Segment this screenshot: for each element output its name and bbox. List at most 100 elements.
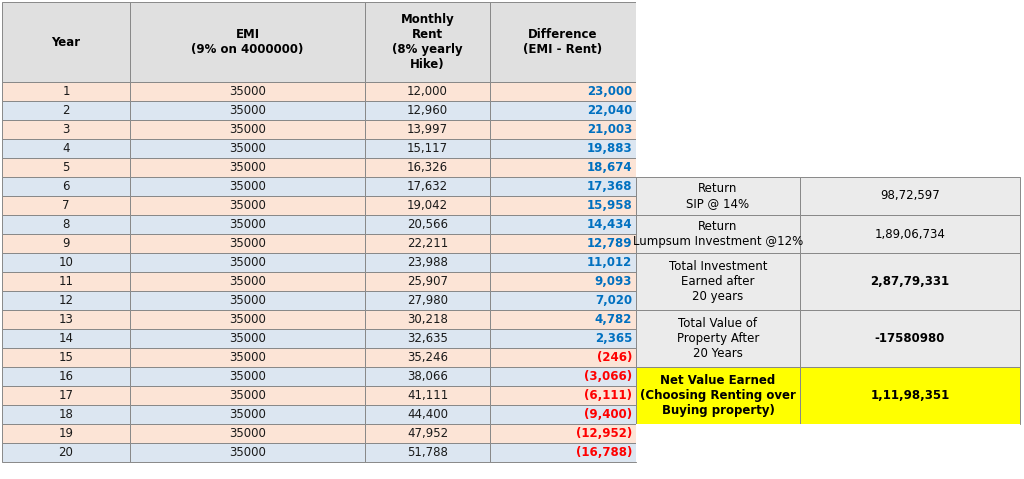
Bar — [2, 215, 130, 234]
Text: 35000: 35000 — [229, 161, 266, 174]
Bar — [636, 158, 800, 177]
Text: Return
SIP @ 14%: Return SIP @ 14% — [686, 182, 750, 210]
Bar — [490, 443, 636, 462]
Text: 30,218: 30,218 — [408, 313, 447, 326]
Bar — [2, 2, 130, 82]
Text: 19,883: 19,883 — [587, 142, 632, 155]
Text: Total Value of
Property After
20 Years: Total Value of Property After 20 Years — [677, 317, 759, 360]
Text: -17580980: -17580980 — [874, 332, 945, 345]
Text: 14,434: 14,434 — [587, 218, 632, 231]
Bar — [636, 424, 800, 443]
Bar — [2, 367, 130, 386]
Bar — [2, 82, 130, 101]
Text: 35000: 35000 — [229, 218, 266, 231]
Bar — [2, 424, 130, 443]
Text: 22,040: 22,040 — [587, 104, 632, 117]
Text: 11: 11 — [58, 275, 74, 288]
Bar — [2, 196, 130, 215]
Bar — [490, 196, 636, 215]
Bar — [636, 139, 800, 158]
Text: 16: 16 — [58, 370, 74, 383]
Text: 27,980: 27,980 — [407, 294, 449, 307]
Text: 6: 6 — [62, 180, 70, 193]
Text: 35000: 35000 — [229, 123, 266, 136]
Bar — [636, 120, 800, 139]
Text: 35000: 35000 — [229, 180, 266, 193]
Bar — [800, 2, 1020, 82]
Bar — [130, 443, 365, 462]
Text: 35,246: 35,246 — [407, 351, 449, 364]
Text: 7: 7 — [62, 199, 70, 212]
Bar — [130, 177, 365, 196]
Bar — [636, 2, 800, 82]
Text: 35000: 35000 — [229, 389, 266, 402]
Bar — [130, 2, 365, 82]
Text: 35000: 35000 — [229, 351, 266, 364]
Bar — [130, 405, 365, 424]
Text: 22,211: 22,211 — [407, 237, 449, 250]
Bar — [365, 2, 490, 82]
Bar — [800, 215, 1020, 253]
Bar — [365, 424, 490, 443]
Text: 32,635: 32,635 — [408, 332, 447, 345]
Bar — [2, 443, 130, 462]
Text: 4: 4 — [62, 142, 70, 155]
Bar — [490, 272, 636, 291]
Text: EMI
(9% on 4000000): EMI (9% on 4000000) — [191, 28, 304, 56]
Bar — [130, 253, 365, 272]
Text: 35000: 35000 — [229, 427, 266, 440]
Bar — [130, 196, 365, 215]
Bar — [365, 82, 490, 101]
Text: 35000: 35000 — [229, 142, 266, 155]
Text: 12: 12 — [58, 294, 74, 307]
Bar — [365, 253, 490, 272]
Bar — [2, 139, 130, 158]
Bar — [490, 2, 636, 82]
Text: 2,87,79,331: 2,87,79,331 — [870, 275, 949, 288]
Bar — [636, 177, 800, 215]
Bar — [490, 253, 636, 272]
Bar — [130, 329, 365, 348]
Bar — [800, 310, 1020, 367]
Text: 2,365: 2,365 — [595, 332, 632, 345]
Text: 35000: 35000 — [229, 370, 266, 383]
Bar — [800, 424, 1020, 443]
Text: 17,368: 17,368 — [587, 180, 632, 193]
Text: Difference
(EMI - Rent): Difference (EMI - Rent) — [523, 28, 602, 56]
Text: 19: 19 — [58, 427, 74, 440]
Text: 7,020: 7,020 — [595, 294, 632, 307]
Bar — [800, 443, 1020, 462]
Text: 35000: 35000 — [229, 446, 266, 459]
Text: 1: 1 — [62, 85, 70, 98]
Bar — [130, 310, 365, 329]
Text: 47,952: 47,952 — [407, 427, 449, 440]
Text: 23,000: 23,000 — [587, 85, 632, 98]
Bar — [365, 177, 490, 196]
Text: 35000: 35000 — [229, 256, 266, 269]
Text: 1,89,06,734: 1,89,06,734 — [874, 228, 945, 240]
Text: 35000: 35000 — [229, 332, 266, 345]
Text: (246): (246) — [597, 351, 632, 364]
Bar — [365, 158, 490, 177]
Bar — [490, 424, 636, 443]
Text: Total Investment
Earned after
20 years: Total Investment Earned after 20 years — [669, 260, 767, 303]
Text: 13: 13 — [58, 313, 74, 326]
Bar — [365, 443, 490, 462]
Text: 9: 9 — [62, 237, 70, 250]
Text: Return
Lumpsum Investment @12%: Return Lumpsum Investment @12% — [633, 220, 803, 248]
Text: 13,997: 13,997 — [407, 123, 449, 136]
Bar — [636, 310, 800, 367]
Text: Year: Year — [51, 35, 81, 48]
Text: 25,907: 25,907 — [407, 275, 449, 288]
Text: 20: 20 — [58, 446, 74, 459]
Text: 15,117: 15,117 — [407, 142, 449, 155]
Text: 35000: 35000 — [229, 199, 266, 212]
Bar — [365, 348, 490, 367]
Text: 19,042: 19,042 — [407, 199, 449, 212]
Text: (9,400): (9,400) — [584, 408, 632, 421]
Text: 15,958: 15,958 — [587, 199, 632, 212]
Text: 2: 2 — [62, 104, 70, 117]
Bar — [130, 348, 365, 367]
Bar — [490, 234, 636, 253]
Text: 14: 14 — [58, 332, 74, 345]
